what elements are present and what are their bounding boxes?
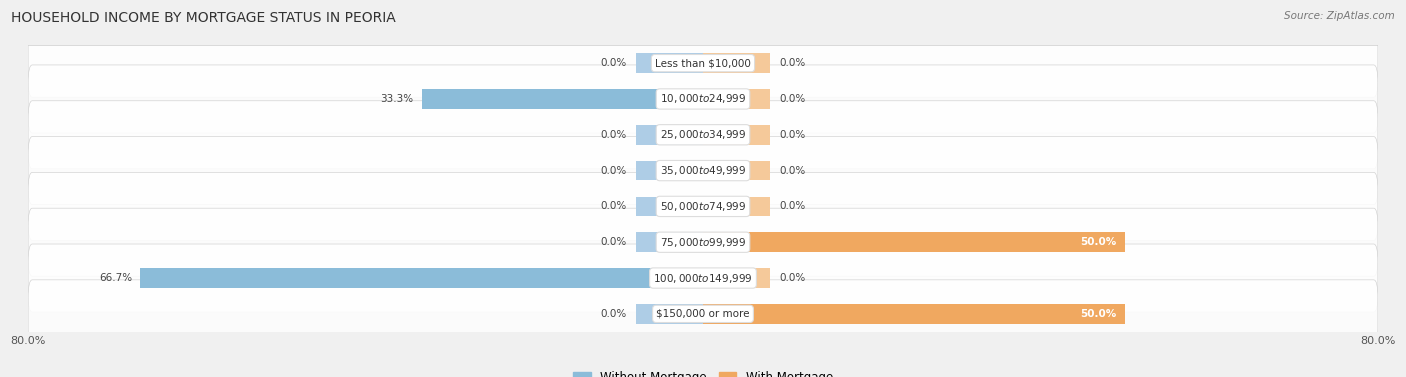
Bar	[703, 304, 1125, 324]
Bar	[28, 153, 1378, 188]
Bar	[703, 53, 770, 73]
FancyBboxPatch shape	[28, 244, 1378, 312]
Bar	[703, 196, 770, 216]
Text: 0.0%: 0.0%	[600, 130, 627, 140]
Text: $25,000 to $34,999: $25,000 to $34,999	[659, 128, 747, 141]
FancyBboxPatch shape	[28, 136, 1378, 205]
Text: $35,000 to $49,999: $35,000 to $49,999	[659, 164, 747, 177]
Text: $75,000 to $99,999: $75,000 to $99,999	[659, 236, 747, 249]
Text: 66.7%: 66.7%	[98, 273, 132, 283]
Bar	[141, 268, 703, 288]
FancyBboxPatch shape	[28, 101, 1378, 169]
Text: 0.0%: 0.0%	[600, 201, 627, 211]
Legend: Without Mortgage, With Mortgage: Without Mortgage, With Mortgage	[568, 366, 838, 377]
Text: 0.0%: 0.0%	[779, 94, 806, 104]
Text: $100,000 to $149,999: $100,000 to $149,999	[654, 271, 752, 285]
Text: $10,000 to $24,999: $10,000 to $24,999	[659, 92, 747, 106]
Bar	[636, 232, 703, 252]
Text: 0.0%: 0.0%	[779, 130, 806, 140]
Text: 0.0%: 0.0%	[600, 309, 627, 319]
Bar	[703, 268, 770, 288]
Text: HOUSEHOLD INCOME BY MORTGAGE STATUS IN PEORIA: HOUSEHOLD INCOME BY MORTGAGE STATUS IN P…	[11, 11, 396, 25]
Text: Source: ZipAtlas.com: Source: ZipAtlas.com	[1284, 11, 1395, 21]
Bar	[28, 296, 1378, 332]
Bar	[636, 125, 703, 145]
Text: $50,000 to $74,999: $50,000 to $74,999	[659, 200, 747, 213]
Text: 33.3%: 33.3%	[381, 94, 413, 104]
Bar	[28, 45, 1378, 81]
Bar	[28, 81, 1378, 117]
Text: 50.0%: 50.0%	[1080, 309, 1116, 319]
FancyBboxPatch shape	[28, 29, 1378, 97]
Text: 0.0%: 0.0%	[779, 273, 806, 283]
Text: 0.0%: 0.0%	[600, 237, 627, 247]
Bar	[28, 224, 1378, 260]
FancyBboxPatch shape	[28, 65, 1378, 133]
Bar	[636, 161, 703, 181]
Bar	[636, 196, 703, 216]
FancyBboxPatch shape	[28, 172, 1378, 241]
Text: 0.0%: 0.0%	[600, 166, 627, 176]
Bar	[703, 161, 770, 181]
Bar	[636, 304, 703, 324]
Bar	[422, 89, 703, 109]
Bar	[703, 125, 770, 145]
Text: 0.0%: 0.0%	[600, 58, 627, 68]
Text: 0.0%: 0.0%	[779, 166, 806, 176]
Bar	[703, 232, 1125, 252]
Bar	[703, 89, 770, 109]
Bar	[636, 53, 703, 73]
FancyBboxPatch shape	[28, 280, 1378, 348]
Text: $150,000 or more: $150,000 or more	[657, 309, 749, 319]
FancyBboxPatch shape	[28, 208, 1378, 276]
Text: 0.0%: 0.0%	[779, 58, 806, 68]
Text: Less than $10,000: Less than $10,000	[655, 58, 751, 68]
Bar	[28, 117, 1378, 153]
Text: 50.0%: 50.0%	[1080, 237, 1116, 247]
Bar	[28, 260, 1378, 296]
Text: 0.0%: 0.0%	[779, 201, 806, 211]
Bar	[28, 188, 1378, 224]
